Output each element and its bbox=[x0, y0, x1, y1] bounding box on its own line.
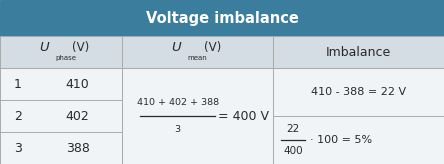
FancyBboxPatch shape bbox=[122, 36, 273, 68]
Text: = 400 V: = 400 V bbox=[218, 110, 269, 123]
Text: 388: 388 bbox=[66, 142, 90, 154]
Text: U: U bbox=[39, 41, 48, 54]
Text: 22: 22 bbox=[286, 123, 300, 133]
FancyBboxPatch shape bbox=[0, 68, 122, 164]
Text: 3: 3 bbox=[14, 142, 22, 154]
FancyBboxPatch shape bbox=[0, 36, 122, 68]
Text: phase: phase bbox=[56, 55, 77, 61]
Text: 402: 402 bbox=[66, 110, 90, 123]
Text: Imbalance: Imbalance bbox=[326, 46, 391, 59]
FancyBboxPatch shape bbox=[0, 0, 444, 36]
Text: 410 - 388 = 22 V: 410 - 388 = 22 V bbox=[311, 87, 406, 97]
Text: 3: 3 bbox=[174, 125, 181, 134]
Text: (V): (V) bbox=[72, 41, 89, 54]
Text: 2: 2 bbox=[14, 110, 22, 123]
Text: 410 + 402 + 388: 410 + 402 + 388 bbox=[137, 98, 218, 107]
Text: mean: mean bbox=[188, 55, 207, 61]
Text: Voltage imbalance: Voltage imbalance bbox=[146, 10, 298, 26]
FancyBboxPatch shape bbox=[273, 36, 444, 68]
Text: 1: 1 bbox=[14, 78, 22, 91]
Text: · 100 = 5%: · 100 = 5% bbox=[310, 135, 372, 145]
Text: U: U bbox=[171, 41, 181, 54]
Text: (V): (V) bbox=[204, 41, 222, 54]
FancyBboxPatch shape bbox=[273, 68, 444, 164]
Text: 410: 410 bbox=[66, 78, 90, 91]
FancyBboxPatch shape bbox=[122, 68, 273, 164]
Text: 400: 400 bbox=[283, 146, 303, 156]
